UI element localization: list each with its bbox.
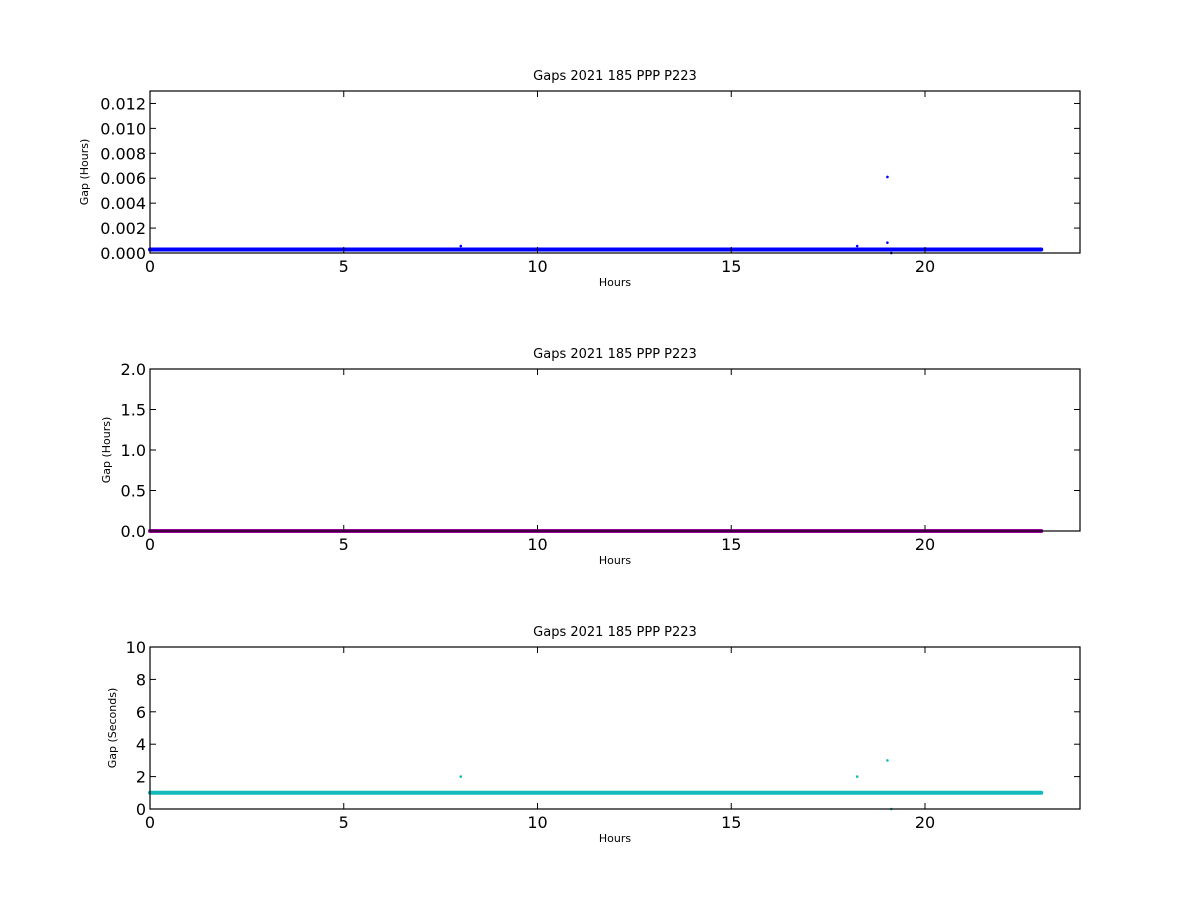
x-tick-label: 20 [915,535,935,554]
y-tick-label: 0.0 [121,522,146,541]
axis-ticks: 0 5 10 15 20 0.0 0.5 1.0 1.5 2.0 [121,360,1080,554]
data-point [886,759,889,762]
y-tick-label: 1.0 [121,441,146,460]
y-tick-label: 0.002 [100,219,146,238]
y-tick-label: 0.006 [100,169,146,188]
y-axis-label: Gap (Hours) [100,417,113,484]
x-axis-label: Hours [599,554,631,567]
x-tick-label: 10 [527,813,547,832]
y-tick-label: 6 [136,703,146,722]
y-tick-label: 1.5 [121,401,146,420]
y-axis-label: Gap (Seconds) [106,688,119,769]
x-tick-label: 20 [915,257,935,276]
plot-frame [149,368,1081,532]
y-tick-label: 0 [136,800,146,819]
data-point [855,244,859,248]
y-axis-label: Gap (Hours) [78,139,91,206]
y-tick-label: 2.0 [121,360,146,379]
x-tick-label: 5 [339,257,349,276]
plot-title: Gaps 2021 185 PPP P223 [533,347,697,362]
y-tick-label: 0.010 [100,119,146,138]
x-tick-label: 10 [527,535,547,554]
x-tick-label: 0 [145,813,155,832]
x-tick-label: 15 [721,813,741,832]
x-tick-label: 5 [339,535,349,554]
x-axis-label: Hours [599,832,631,845]
plot-frame [149,646,1081,810]
gap-hours-plot-middle: Gaps 2021 185 PPP P223 Hours Gap (Hours)… [100,347,1081,567]
plot-title: Gaps 2021 185 PPP P223 [533,625,697,640]
data-point [855,775,859,778]
data-point [459,775,463,778]
y-tick-label: 0.004 [100,194,146,213]
gap-seconds-plot-bottom: Gaps 2021 185 PPP P223 Hours Gap (Second… [106,625,1081,845]
plot-frame [149,90,1081,254]
x-tick-label: 0 [145,535,155,554]
data-point [459,244,463,248]
data-point [886,241,889,244]
y-tick-label: 0.012 [100,94,146,113]
y-tick-label: 4 [136,735,146,754]
data-point [886,175,889,179]
x-tick-label: 10 [527,257,547,276]
axis-ticks: 0 5 10 15 20 0 2 4 6 8 10 [126,638,1080,832]
x-tick-label: 20 [915,813,935,832]
gap-hours-plot-top: Gaps 2021 185 PPP P223 Hours Gap (Hours)… [78,69,1081,289]
plot-title: Gaps 2021 185 PPP P223 [533,69,697,84]
x-tick-label: 0 [145,257,155,276]
x-tick-label: 5 [339,813,349,832]
y-tick-label: 8 [136,670,146,689]
y-tick-label: 10 [126,638,146,657]
y-tick-label: 0.5 [121,482,146,501]
x-axis-label: Hours [599,276,631,289]
y-tick-label: 2 [136,768,146,787]
y-tick-label: 0.008 [100,144,146,163]
x-tick-label: 15 [721,535,741,554]
y-tick-label: 0.000 [100,244,146,263]
x-tick-label: 15 [721,257,741,276]
axis-ticks: 0 5 10 15 20 0.000 0.002 0.004 0.006 0.008 0.010 0.… [100,91,1080,276]
